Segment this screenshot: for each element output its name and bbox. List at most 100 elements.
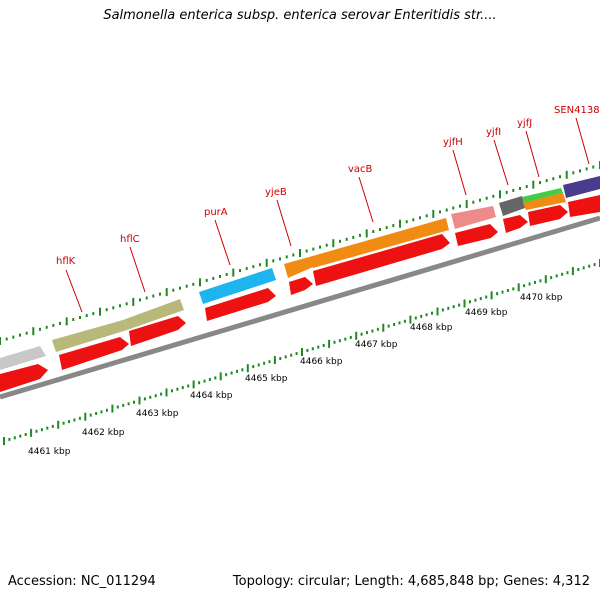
minor-tick xyxy=(212,276,215,280)
major-tick xyxy=(409,315,412,324)
minor-tick xyxy=(431,311,433,315)
cog-band[interactable] xyxy=(522,188,563,203)
minor-tick xyxy=(392,224,395,228)
cds-arrow[interactable] xyxy=(528,205,568,226)
minor-tick xyxy=(172,288,175,292)
minor-tick xyxy=(8,437,11,441)
scale-ticks-upper xyxy=(0,161,600,345)
cds-arrow[interactable] xyxy=(59,337,129,370)
major-tick xyxy=(165,288,168,297)
minor-tick xyxy=(479,297,482,301)
minor-tick xyxy=(352,235,355,239)
gene-label-yjfJ[interactable]: yjfJ xyxy=(517,118,532,129)
gene-label-hflK[interactable]: hflK xyxy=(56,256,76,267)
minor-tick xyxy=(439,210,441,214)
minor-tick xyxy=(241,368,244,372)
cds-arrow[interactable] xyxy=(503,215,528,233)
minor-tick xyxy=(572,171,575,175)
minor-tick xyxy=(154,394,157,398)
minor-tick xyxy=(371,329,374,333)
minor-tick xyxy=(403,319,406,323)
gene-label-yjeB[interactable]: yjeB xyxy=(265,187,287,198)
cog-band[interactable] xyxy=(563,176,600,198)
minor-tick xyxy=(119,304,121,308)
major-tick xyxy=(219,372,222,381)
cds-arrow[interactable] xyxy=(0,364,48,392)
minor-tick xyxy=(523,284,526,288)
length-text: Length: 4,685,848 bp; xyxy=(354,574,500,589)
minor-tick xyxy=(398,321,401,325)
minor-tick xyxy=(214,376,217,380)
minor-tick xyxy=(179,286,181,290)
major-tick xyxy=(3,437,5,445)
gene-label-purA[interactable]: purA xyxy=(204,207,228,218)
minor-tick xyxy=(360,332,363,336)
minor-tick xyxy=(445,208,448,212)
minor-tick xyxy=(592,165,595,169)
minor-tick xyxy=(566,271,569,275)
major-tick xyxy=(165,388,168,397)
scale-label: 4463 kbp xyxy=(136,409,179,419)
minor-tick xyxy=(322,344,325,347)
minor-tick xyxy=(485,295,488,299)
cog-band[interactable] xyxy=(199,268,276,304)
cog-band[interactable] xyxy=(284,257,313,278)
major-tick xyxy=(432,209,435,218)
major-tick xyxy=(132,297,135,306)
minor-tick xyxy=(257,363,260,367)
major-tick xyxy=(517,283,520,292)
gene-label-yjfI[interactable]: yjfI xyxy=(486,127,501,138)
minor-tick xyxy=(35,429,38,433)
major-tick xyxy=(299,249,301,257)
minor-tick xyxy=(279,357,282,360)
minor-tick xyxy=(219,275,221,278)
minor-tick xyxy=(505,190,508,194)
major-tick xyxy=(355,331,358,340)
major-tick xyxy=(571,267,574,276)
minor-tick xyxy=(116,405,119,409)
major-tick xyxy=(192,380,195,389)
cds-arrow[interactable] xyxy=(455,224,498,246)
minor-tick xyxy=(208,378,211,381)
minor-tick xyxy=(306,348,309,352)
cog-band[interactable] xyxy=(52,320,127,352)
minor-tick xyxy=(72,318,75,321)
minor-tick xyxy=(39,327,41,331)
minor-tick xyxy=(393,323,396,326)
minor-tick xyxy=(78,416,81,420)
cog-band[interactable] xyxy=(0,346,46,370)
cog-band[interactable] xyxy=(123,299,184,330)
minor-tick xyxy=(13,436,16,440)
minor-tick xyxy=(539,279,542,283)
minor-tick xyxy=(176,387,179,391)
gene-label-hflC[interactable]: hflC xyxy=(120,234,140,245)
cds-arrow[interactable] xyxy=(205,288,276,321)
minor-tick xyxy=(519,187,521,190)
minor-tick xyxy=(506,289,509,292)
minor-tick xyxy=(105,408,108,412)
cds-arrow[interactable] xyxy=(313,234,450,286)
scale-label: 4464 kbp xyxy=(190,391,233,401)
cds-arrow[interactable] xyxy=(129,316,186,346)
cog-band[interactable] xyxy=(309,218,449,268)
minor-tick xyxy=(379,228,381,231)
cog-band[interactable] xyxy=(499,196,525,216)
cog-band-track xyxy=(0,176,600,370)
minor-tick xyxy=(62,421,65,425)
cog-band[interactable] xyxy=(451,206,496,229)
minor-tick xyxy=(319,245,321,249)
minor-tick xyxy=(452,305,455,309)
cds-arrow[interactable] xyxy=(289,277,313,295)
major-tick xyxy=(499,190,501,199)
gene-label-SEN4138[interactable]: SEN4138 xyxy=(554,105,600,116)
cog-band[interactable] xyxy=(523,193,566,210)
major-tick xyxy=(332,239,335,248)
minor-tick xyxy=(419,216,421,220)
gene-label-yjfH[interactable]: yjfH xyxy=(443,137,463,148)
major-tick xyxy=(30,428,33,437)
gene-label-vacB[interactable]: vacB xyxy=(348,164,373,175)
cds-arrow[interactable] xyxy=(568,195,600,217)
major-tick xyxy=(273,356,276,365)
minor-tick xyxy=(588,264,591,268)
